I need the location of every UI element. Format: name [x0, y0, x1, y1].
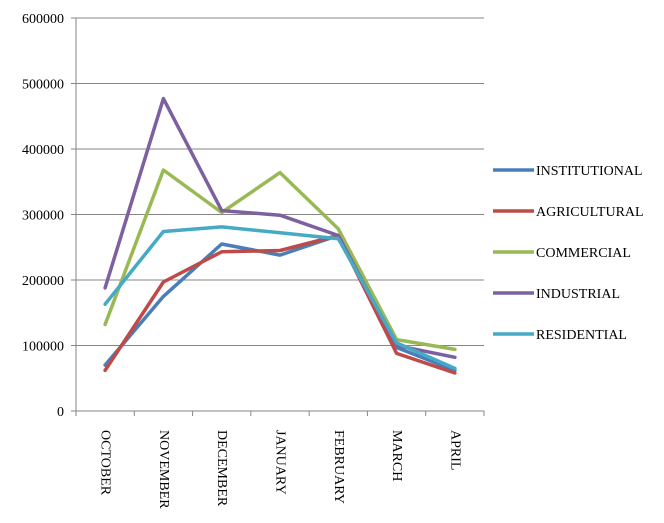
legend-label: AGRICULTURAL — [536, 205, 644, 220]
y-tick-label: 600000 — [22, 12, 64, 27]
series-lines — [103, 96, 457, 375]
series-line-commercial — [103, 168, 457, 352]
x-tick-label: DECEMBER — [214, 430, 229, 507]
series-line-industrial — [103, 96, 457, 360]
series-line-institutional — [103, 233, 457, 373]
legend-label: INDUSTRIAL — [536, 287, 620, 302]
legend-label: INSTITUTIONAL — [536, 164, 643, 179]
x-tick-labels: OCTOBER NOVEMBER DECEMBER JANUARY FEBRUARY MA… — [98, 430, 463, 509]
x-tick-label: FEBRUARY — [331, 430, 346, 504]
y-tick-label: 400000 — [22, 143, 64, 158]
legend-label: COMMERCIAL — [536, 246, 631, 261]
y-tick-label: 500000 — [22, 78, 64, 93]
series-line-residential — [103, 225, 457, 371]
y-tick-label: 100000 — [22, 340, 64, 355]
y-tick-label: 300000 — [22, 209, 64, 224]
y-tick-label: 200000 — [22, 274, 64, 289]
legend-label: RESIDENTIAL — [536, 328, 627, 343]
legend: INSTITUTIONAL AGRICULTURAL COMMERCIAL INDUS… — [493, 164, 644, 343]
x-tick-label: OCTOBER — [98, 430, 113, 496]
x-tick-label: APRIL — [447, 430, 462, 470]
series-line-agricultural — [103, 233, 457, 375]
x-tick-label: NOVEMBER — [156, 430, 171, 509]
y-tick-label: 0 — [57, 405, 64, 420]
x-tick-label: JANUARY — [273, 430, 288, 495]
x-tick-label: MARCH — [389, 430, 404, 481]
axes — [71, 17, 485, 416]
y-tick-labels: 0 100000 200000 300000 400000 500000 600000 — [22, 12, 64, 420]
